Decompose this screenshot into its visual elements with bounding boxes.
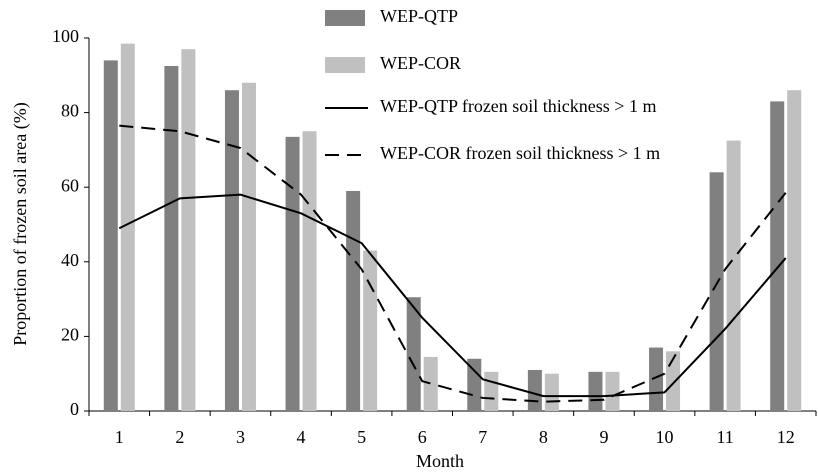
- bar: [181, 49, 196, 411]
- bar: [224, 90, 239, 411]
- bar: [605, 371, 620, 411]
- bar: [770, 101, 785, 411]
- legend-label: WEP-COR frozen soil thickness > 1 m: [380, 143, 660, 163]
- y-tick-label: 60: [61, 175, 79, 195]
- bar: [649, 347, 664, 411]
- bar: [726, 140, 741, 411]
- bar: [527, 369, 542, 411]
- y-tick-label: 20: [61, 325, 79, 345]
- x-tick-label: 12: [777, 427, 795, 447]
- bar: [285, 136, 300, 411]
- x-tick-label: 4: [297, 427, 306, 447]
- bar: [241, 82, 256, 411]
- legend-swatch: [325, 57, 365, 73]
- x-tick-label: 11: [716, 427, 733, 447]
- legend-label: WEP-COR: [380, 53, 461, 73]
- x-tick-label: 5: [357, 427, 366, 447]
- bar: [103, 60, 118, 411]
- x-tick-label: 2: [175, 427, 184, 447]
- x-tick-label: 6: [418, 427, 427, 447]
- y-tick-label: 0: [70, 399, 79, 419]
- x-axis-title: Month: [416, 451, 464, 471]
- legend-label: WEP-QTP frozen soil thickness > 1 m: [380, 96, 656, 116]
- y-axis-title: Proportion of frozen soil area (%): [10, 102, 31, 345]
- y-tick-label: 100: [52, 26, 79, 46]
- legend-label: WEP-QTP: [380, 6, 458, 26]
- bar: [484, 371, 499, 411]
- bar: [302, 131, 317, 411]
- bar: [406, 297, 421, 411]
- line: [119, 124, 787, 403]
- bar: [120, 43, 135, 411]
- y-tick-label: 40: [61, 250, 79, 270]
- x-tick-label: 10: [656, 427, 674, 447]
- y-tick-label: 80: [61, 101, 79, 121]
- bar: [787, 90, 802, 411]
- x-tick-label: 1: [115, 427, 124, 447]
- x-tick-label: 8: [539, 427, 548, 447]
- legend-swatch: [325, 10, 365, 26]
- bar: [709, 172, 724, 411]
- x-tick-label: 9: [599, 427, 608, 447]
- bar: [423, 356, 438, 411]
- bar: [363, 250, 378, 411]
- line: [118, 193, 787, 398]
- bar: [164, 65, 179, 411]
- x-tick-label: 3: [236, 427, 245, 447]
- bar: [588, 371, 603, 411]
- x-tick-label: 7: [478, 427, 487, 447]
- bar: [544, 373, 559, 411]
- bar: [467, 358, 482, 411]
- bar: [346, 190, 361, 411]
